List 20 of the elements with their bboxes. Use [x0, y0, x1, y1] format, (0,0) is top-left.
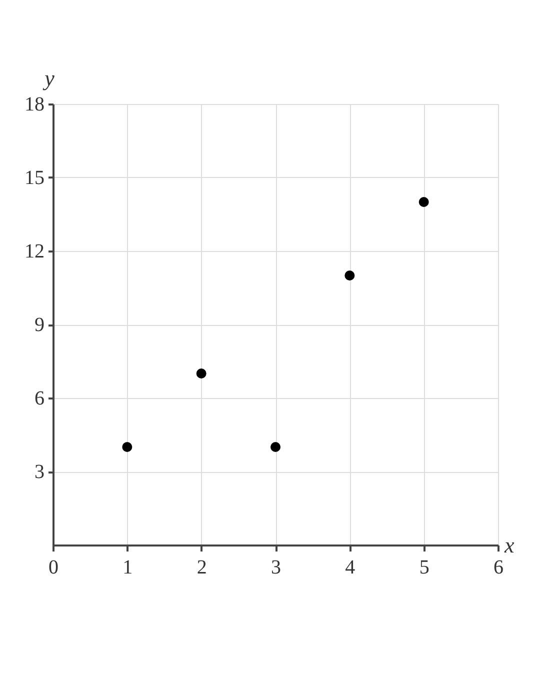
y-tick-label: 9: [34, 314, 44, 336]
y-tick-label: 3: [34, 461, 44, 483]
x-tick-label: 4: [345, 556, 356, 578]
x-tick-label: 1: [122, 556, 133, 578]
point: [418, 197, 429, 207]
x-tick-label: 5: [419, 556, 430, 578]
point: [196, 368, 206, 378]
x-tick-label: 3: [271, 556, 281, 578]
point: [122, 442, 132, 452]
x-tick-label: 2: [196, 556, 207, 578]
point: [270, 442, 280, 452]
y-axis-title: y: [42, 66, 55, 90]
x-tick-label: 0: [48, 556, 58, 578]
x-axis-title: x: [504, 532, 514, 558]
y-tick-label: 12: [24, 240, 44, 262]
x-tick-label: 6: [494, 556, 504, 578]
y-tick-label: 18: [24, 94, 44, 116]
y-tick-label: 15: [24, 167, 44, 189]
point: [344, 270, 355, 280]
y-tick-label: 6: [34, 388, 44, 410]
